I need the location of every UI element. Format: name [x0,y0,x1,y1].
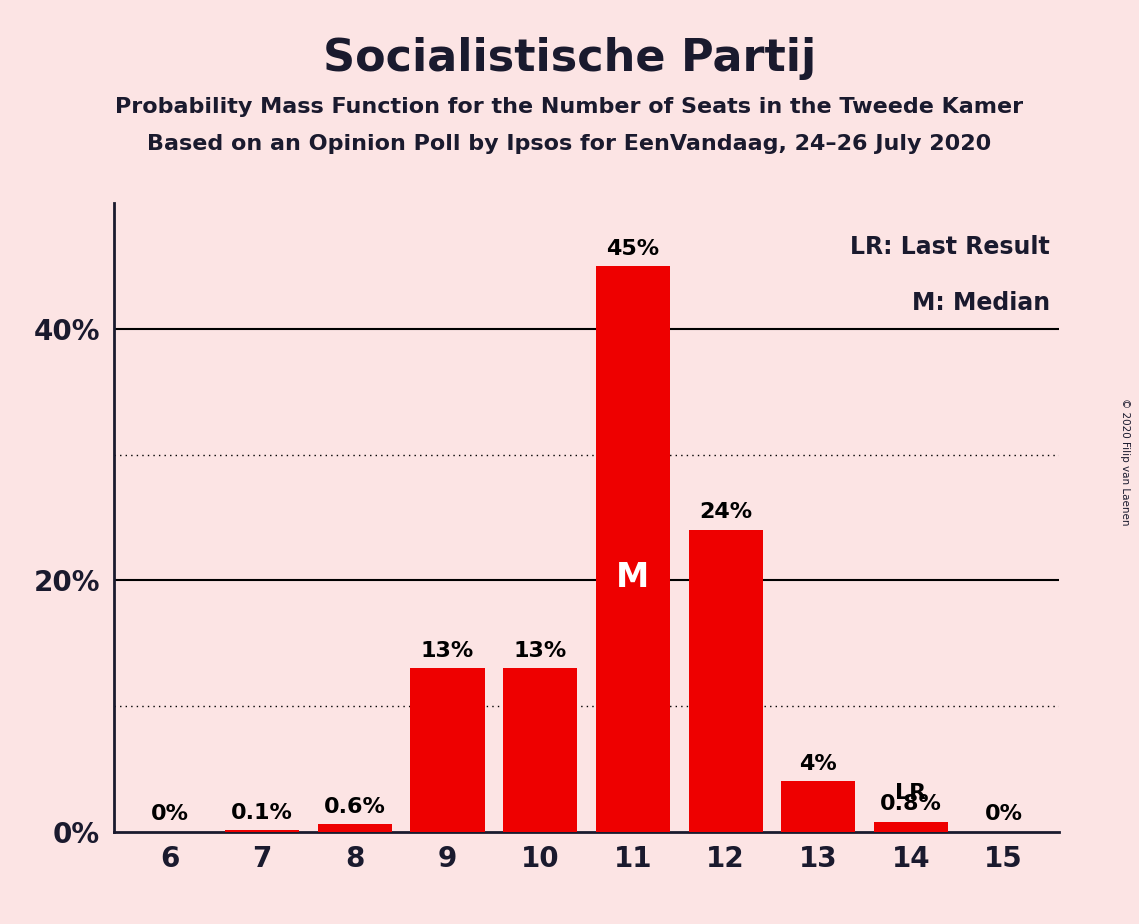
Bar [226,831,300,832]
Text: LR: LR [895,783,926,803]
Text: 24%: 24% [699,503,752,522]
Text: 0.1%: 0.1% [231,803,293,822]
Text: 4%: 4% [800,754,837,773]
Bar [318,824,392,832]
Text: 0.6%: 0.6% [323,796,386,817]
Bar [503,668,577,832]
Bar [410,668,484,832]
Text: M: M [616,561,649,593]
Text: 0.8%: 0.8% [880,794,942,814]
Text: LR: Last Result: LR: Last Result [850,235,1050,259]
Text: 13%: 13% [421,640,474,661]
Text: 45%: 45% [606,238,659,259]
Text: 0%: 0% [150,804,189,824]
Text: Probability Mass Function for the Number of Seats in the Tweede Kamer: Probability Mass Function for the Number… [115,97,1024,117]
Text: 0%: 0% [984,804,1023,824]
Bar [689,530,763,832]
Bar [596,266,670,832]
Text: Based on an Opinion Poll by Ipsos for EenVandaag, 24–26 July 2020: Based on an Opinion Poll by Ipsos for Ee… [147,134,992,154]
Bar [781,782,855,832]
Text: © 2020 Filip van Laenen: © 2020 Filip van Laenen [1121,398,1130,526]
Text: M: Median: M: Median [911,291,1050,315]
Text: Socialistische Partij: Socialistische Partij [322,37,817,80]
Bar [874,821,948,832]
Text: 13%: 13% [514,640,567,661]
